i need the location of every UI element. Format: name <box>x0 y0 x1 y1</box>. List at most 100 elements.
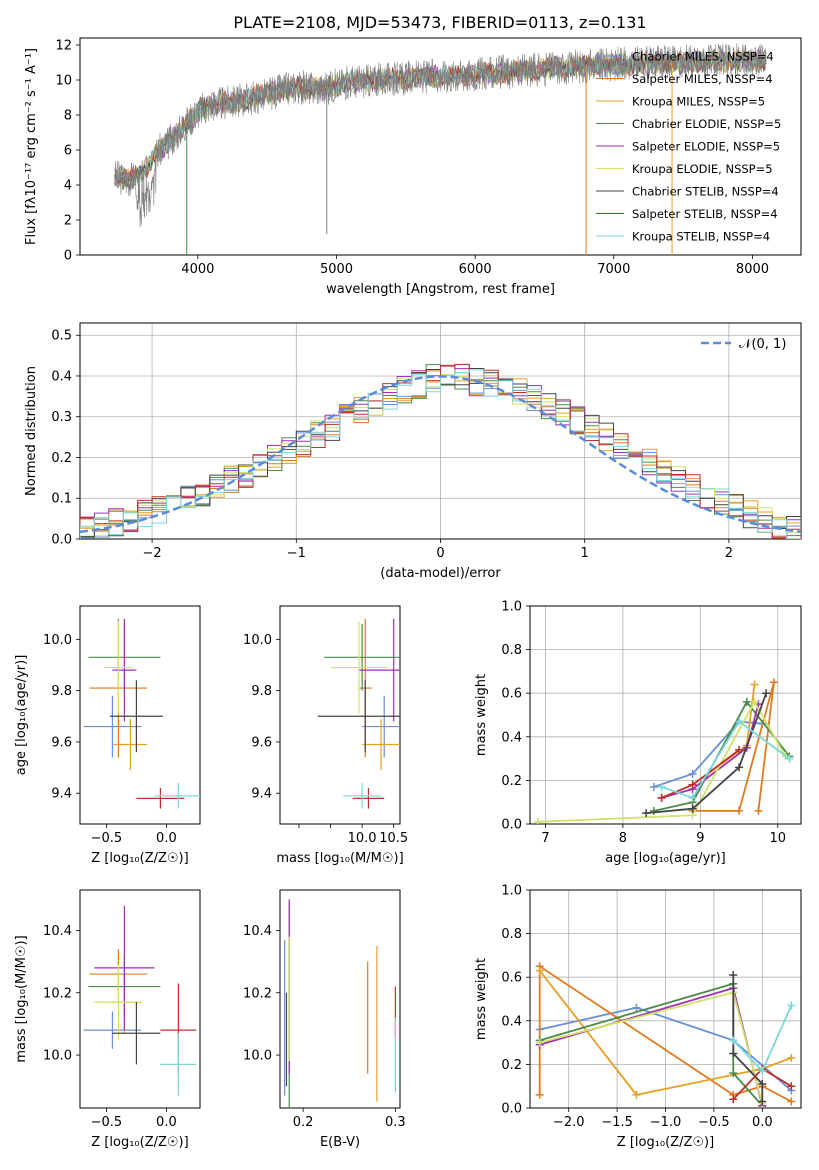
weight-marker <box>742 697 751 706</box>
y-tick-label: 0.3 <box>51 410 72 425</box>
x-axis-label: Z [log₁₀(Z/Z☉)] <box>91 851 188 866</box>
y-tick-label: 0.0 <box>51 533 72 548</box>
x-tick-label: −2.0 <box>553 1115 585 1130</box>
y-axis-label: mass weight <box>474 958 489 1040</box>
y-tick-label: 10.2 <box>243 986 272 1001</box>
legend-entry: Salpeter MILES, NSSP=4 <box>632 72 773 86</box>
y-tick-label: 9.8 <box>51 684 72 699</box>
residuals-panel: −2 −1 0 1 2 0.0 0.1 0.2 0.3 0.4 0.5 (data-model)/er… <box>24 322 802 581</box>
weight-marker <box>535 1090 544 1099</box>
weight-vs-Z-panel: −2.0 −1.5 −1.0 −0.5 0.0 0.0 0.2 0.4 0.6 0.8 1.0 Z [… <box>474 884 802 1150</box>
weight-series-line <box>538 970 792 1096</box>
y-tick-label: 10.0 <box>43 633 72 648</box>
x-tick-label: 5000 <box>320 262 353 277</box>
y-tick-label: 0.2 <box>501 1058 522 1073</box>
weight-series-line <box>732 975 764 1102</box>
weight-marker <box>729 1036 738 1045</box>
weight-marker <box>729 971 738 980</box>
y-tick-label: 0.4 <box>51 369 72 384</box>
weight-marker <box>729 1095 738 1104</box>
x-axis-label: Z [log₁₀(Z/Z☉)] <box>617 1135 714 1150</box>
spectrum-panel: 4000 5000 6000 7000 8000 0 2 4 6 8 10 12 wavelength … <box>24 37 802 297</box>
x-tick-label: 0.3 <box>385 1115 406 1130</box>
x-tick-label: 7 <box>541 831 549 846</box>
y-tick-label: 4 <box>64 179 72 194</box>
weight-marker <box>632 1003 641 1012</box>
weight-marker <box>735 763 744 772</box>
y-tick-label: 0.4 <box>501 1014 522 1029</box>
x-tick-label: 10 <box>769 831 786 846</box>
weight-series-line <box>646 692 768 814</box>
gaussian-reference-curve <box>80 375 801 534</box>
y-tick-label: 10.4 <box>43 924 72 939</box>
y-tick-label: 9.4 <box>251 787 272 802</box>
y-tick-label: 0.0 <box>501 1102 522 1117</box>
weight-marker <box>750 697 759 706</box>
y-tick-label: 12 <box>55 39 72 54</box>
y-tick-label: 10.0 <box>243 1049 272 1064</box>
weight-marker <box>754 806 763 815</box>
weight-marker <box>688 804 697 813</box>
weight-marker <box>535 1038 544 1047</box>
legend-entry: Chabrier ELODIE, NSSP=5 <box>632 117 781 131</box>
x-tick-label: 8 <box>619 831 627 846</box>
y-tick-label: 10 <box>55 74 72 89</box>
x-tick-label: 0.0 <box>752 1115 773 1130</box>
weight-marker <box>762 689 771 698</box>
y-tick-label: 0.2 <box>501 774 522 789</box>
x-axis-label: mass [log₁₀(M/M☉)] <box>276 851 403 866</box>
observed-spectrum-line <box>114 43 767 228</box>
x-tick-label: −1 <box>287 546 306 561</box>
histogram-line <box>80 363 801 539</box>
legend-entry: 𝒩(0, 1) <box>739 337 786 352</box>
weight-marker <box>729 1069 738 1078</box>
legend-entry: Kroupa MILES, NSSP=5 <box>632 95 765 109</box>
weight-series-line <box>539 982 763 1107</box>
weight-marker <box>688 793 697 802</box>
axes-frame <box>529 605 802 825</box>
y-tick-label: 9.6 <box>51 735 72 750</box>
y-tick-label: 6 <box>64 144 72 159</box>
axes-frame <box>79 37 802 256</box>
weight-marker <box>649 782 658 791</box>
x-tick-label: 9 <box>696 831 704 846</box>
x-tick-label: 7000 <box>597 262 630 277</box>
x-tick-label: −0.5 <box>91 831 123 846</box>
figure-title: PLATE=2108, MJD=53473, FIBERID=0113, z=0… <box>233 13 646 32</box>
weight-series-line <box>653 720 763 788</box>
mass-vs-Z-panel: −0.5 0.0 10.0 10.2 10.4 Z [log₁₀(Z/Z☉)] mass [… <box>14 889 201 1150</box>
weight-series-line <box>537 700 787 823</box>
weight-marker <box>632 1090 641 1099</box>
weight-marker <box>758 1097 767 1106</box>
x-axis-label: age [log₁₀(age/yr)] <box>605 851 726 866</box>
legend-entry: Kroupa STELIB, NSSP=4 <box>632 230 770 244</box>
y-axis-label: mass [log₁₀(M/M☉)] <box>14 935 29 1062</box>
x-axis-label: Z [log₁₀(Z/Z☉)] <box>91 1135 188 1150</box>
weight-marker <box>657 782 666 791</box>
y-tick-label: 9.4 <box>51 787 72 802</box>
y-axis-label: Flux [fλ10⁻¹⁷ erg cm⁻² s⁻¹ A⁻¹] <box>24 48 39 245</box>
y-axis-label: mass weight <box>474 674 489 756</box>
y-tick-label: 0.4 <box>501 730 522 745</box>
x-tick-label: −2 <box>143 546 162 561</box>
weight-marker <box>787 1001 796 1010</box>
x-tick-label: −0.5 <box>698 1115 730 1130</box>
weight-marker <box>787 1082 796 1091</box>
weight-series-line <box>661 703 760 799</box>
x-tick-label: 8000 <box>736 262 769 277</box>
x-tick-label: −1.5 <box>601 1115 633 1130</box>
y-tick-label: 0.1 <box>51 492 72 507</box>
axes-frame <box>79 322 802 540</box>
weight-marker <box>785 754 794 763</box>
x-tick-label: −0.5 <box>91 1115 123 1130</box>
y-tick-label: 1.0 <box>501 884 522 899</box>
y-tick-label: 9.6 <box>251 735 272 750</box>
x-tick-label: 6000 <box>459 262 492 277</box>
x-axis-label: E(B-V) <box>320 1135 360 1150</box>
weight-marker <box>787 1053 796 1062</box>
x-tick-label: 1 <box>581 546 589 561</box>
weight-marker <box>735 806 744 815</box>
axes-frame <box>279 605 401 825</box>
weight-marker <box>533 817 542 824</box>
